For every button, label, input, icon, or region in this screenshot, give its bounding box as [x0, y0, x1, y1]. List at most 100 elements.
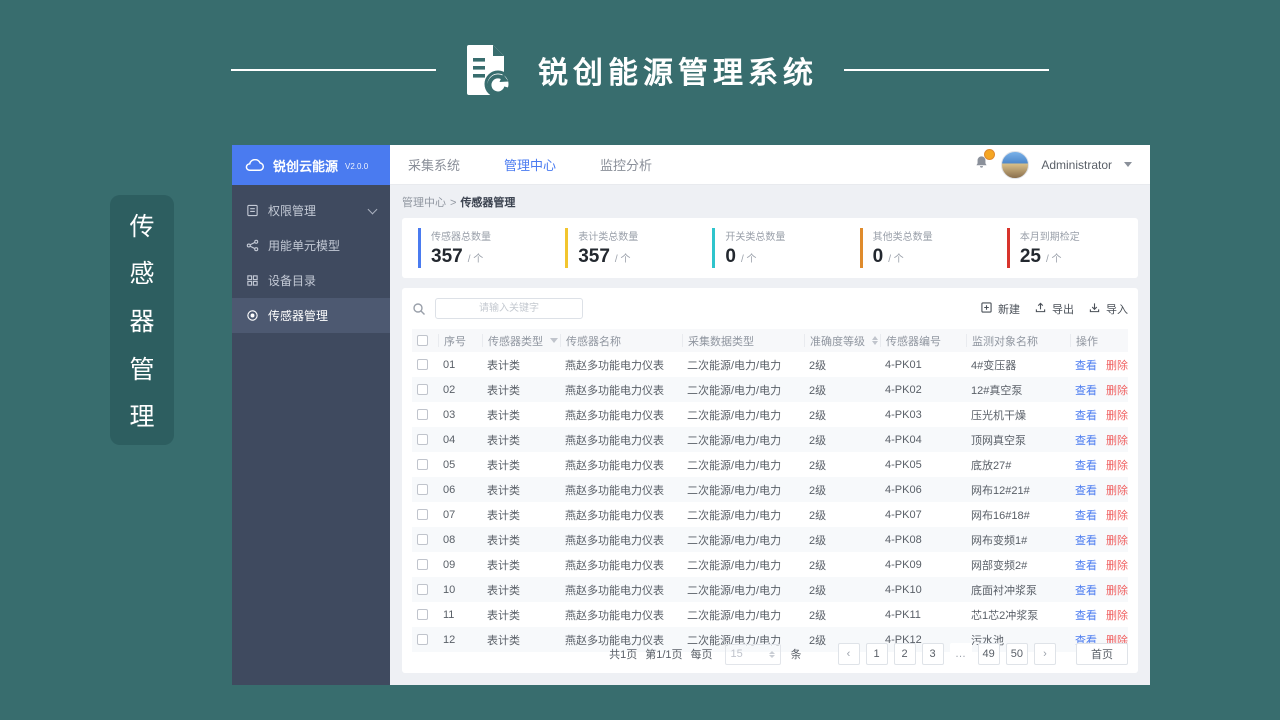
view-link[interactable]: 查看: [1075, 609, 1097, 622]
delete-link[interactable]: 删除: [1106, 359, 1128, 372]
app-window: 锐创云能源 V2.0.0 权限管理 用能单元模型 设备目录 传感器管理 采集系统 管理中…: [232, 145, 1150, 685]
per-page-control[interactable]: 15: [724, 643, 781, 665]
row-checkbox[interactable]: [417, 509, 428, 520]
table-cell: 2级: [809, 459, 827, 472]
stat-unit: / 个: [740, 254, 757, 265]
select-all-checkbox[interactable]: [417, 335, 428, 346]
view-link[interactable]: 查看: [1075, 434, 1097, 447]
table-cell: 网布变频1#: [971, 534, 1028, 547]
sort-icon[interactable]: [872, 336, 878, 345]
sidebar-item-device-catalog[interactable]: 设备目录: [232, 263, 390, 298]
delete-link[interactable]: 删除: [1106, 609, 1128, 622]
delete-link[interactable]: 删除: [1106, 384, 1128, 397]
table-cell: 4#变压器: [971, 359, 1017, 372]
tab-collection-system[interactable]: 采集系统: [408, 158, 461, 173]
table-cell: 2级: [809, 384, 827, 397]
delete-link[interactable]: 删除: [1106, 484, 1128, 497]
catalog-icon: [246, 274, 259, 287]
delete-link[interactable]: 删除: [1106, 559, 1128, 572]
stat-unit: / 个: [888, 254, 904, 265]
table-cell: 4-PK05: [885, 458, 922, 471]
sidebar-item-permissions[interactable]: 权限管理: [232, 193, 390, 228]
view-link[interactable]: 查看: [1075, 559, 1097, 572]
row-checkbox[interactable]: [417, 534, 428, 545]
view-link[interactable]: 查看: [1075, 509, 1097, 522]
stat-label: 表计类总数量: [578, 232, 639, 243]
row-checkbox[interactable]: [417, 359, 428, 370]
view-link[interactable]: 查看: [1075, 409, 1097, 422]
row-actions: 查看 删除: [1070, 432, 1128, 448]
table-cell: 表计类: [487, 634, 520, 647]
view-link[interactable]: 查看: [1075, 359, 1097, 372]
row-checkbox[interactable]: [417, 609, 428, 620]
main-area: 采集系统 管理中心 监控分析 Administrator 管理中心 > 传感器管理 传感…: [390, 145, 1150, 685]
page-button[interactable]: 50: [1005, 643, 1028, 665]
table-cell: 网布12#21#: [971, 484, 1030, 497]
delete-link[interactable]: 删除: [1106, 584, 1128, 597]
first-page-button[interactable]: 首页: [1076, 643, 1128, 665]
table-cell: 表计类: [487, 509, 520, 522]
per-page-value: 15: [730, 648, 743, 660]
import-button[interactable]: 导入: [1089, 301, 1128, 317]
content-area: 管理中心 > 传感器管理 传感器总数量 357/ 个表计类总数量 357/ 个开关类总数…: [390, 185, 1150, 685]
breadcrumb-parent[interactable]: 管理中心: [402, 197, 446, 209]
delete-link[interactable]: 删除: [1106, 459, 1128, 472]
row-checkbox[interactable]: [417, 409, 428, 420]
stat-card: 表计类总数量 357 / 个: [565, 228, 696, 268]
tab-monitoring-analysis[interactable]: 监控分析: [600, 158, 653, 173]
chevron-down-icon: [367, 204, 378, 214]
column-header: 操作: [1070, 334, 1128, 347]
bell-icon: [976, 156, 987, 168]
sidebar-item-energy-unit-model[interactable]: 用能单元模型: [232, 228, 390, 263]
table-cell: 4-PK06: [885, 483, 922, 496]
delete-link[interactable]: 删除: [1106, 434, 1128, 447]
view-link[interactable]: 查看: [1075, 484, 1097, 497]
view-link[interactable]: 查看: [1075, 584, 1097, 597]
avatar[interactable]: [1001, 150, 1030, 179]
view-link[interactable]: 查看: [1075, 459, 1097, 472]
column-header: 传感器编号: [880, 334, 966, 347]
row-checkbox[interactable]: [417, 434, 428, 445]
create-button[interactable]: 新建: [981, 301, 1020, 317]
page-button[interactable]: 49: [977, 643, 1000, 665]
banner-right-line: [844, 69, 1049, 71]
table-row: 03 表计类 燕赵多功能电力仪表 二次能源/电力/电力 2级 4-PK03 压光机干燥 查看删…: [412, 402, 1128, 427]
delete-link[interactable]: 删除: [1106, 534, 1128, 547]
table-cell: 2级: [809, 584, 827, 597]
filter-icon[interactable]: [550, 338, 558, 343]
row-checkbox[interactable]: [417, 459, 428, 470]
table-cell: 燕赵多功能电力仪表: [565, 384, 664, 397]
notification-bell-button[interactable]: [974, 149, 996, 175]
row-checkbox[interactable]: [417, 584, 428, 595]
toolbar: 新建 导出 导入: [412, 298, 1128, 319]
table-cell: 2级: [809, 409, 827, 422]
page-button[interactable]: 2: [893, 643, 916, 665]
import-label: 导入: [1106, 303, 1128, 316]
spinner-icon[interactable]: [768, 650, 775, 658]
row-checkbox[interactable]: [417, 484, 428, 495]
breadcrumb-current: 传感器管理: [460, 197, 516, 209]
page-button[interactable]: 1: [865, 643, 888, 665]
row-checkbox[interactable]: [417, 634, 428, 645]
search-input[interactable]: [435, 298, 583, 319]
tab-management-center[interactable]: 管理中心: [504, 158, 557, 173]
table-cell: 表计类: [487, 584, 520, 597]
table-cell: 4-PK01: [885, 358, 922, 371]
row-checkbox[interactable]: [417, 559, 428, 570]
delete-link[interactable]: 删除: [1106, 409, 1128, 422]
row-checkbox[interactable]: [417, 384, 428, 395]
row-checkbox-cell: [412, 434, 438, 445]
sidebar-item-sensor-management[interactable]: 传感器管理: [232, 298, 390, 333]
stat-label: 传感器总数量: [431, 232, 491, 243]
next-page-button[interactable]: ›: [1034, 643, 1056, 665]
stat-label: 开关类总数量: [725, 232, 786, 243]
export-button[interactable]: 导出: [1035, 301, 1074, 317]
chevron-down-icon[interactable]: [1124, 162, 1132, 167]
prev-page-button[interactable]: ‹: [837, 643, 860, 665]
table-cell: 12#真空泵: [971, 384, 1023, 397]
view-link[interactable]: 查看: [1075, 384, 1097, 397]
delete-link[interactable]: 删除: [1106, 509, 1128, 522]
view-link[interactable]: 查看: [1075, 534, 1097, 547]
page-button[interactable]: 3: [921, 643, 944, 665]
table-cell: 表计类: [487, 359, 520, 372]
